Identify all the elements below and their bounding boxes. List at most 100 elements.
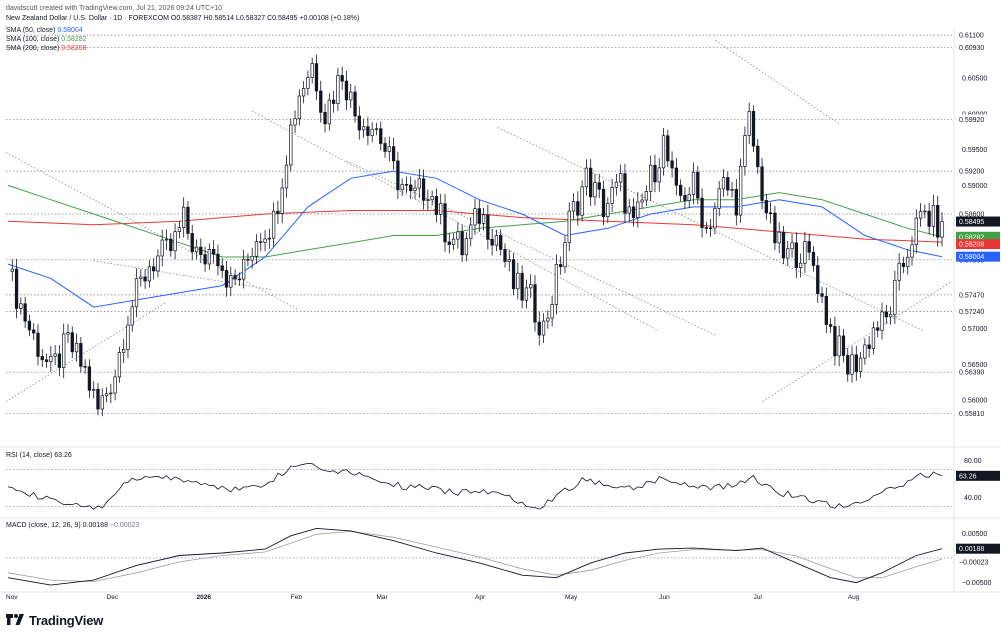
- candle[interactable]: [233, 269, 237, 286]
- candle[interactable]: [726, 171, 730, 196]
- candle[interactable]: [396, 151, 400, 199]
- candle[interactable]: [434, 188, 439, 223]
- candle[interactable]: [44, 353, 49, 368]
- candle[interactable]: [143, 269, 147, 289]
- candle[interactable]: [327, 93, 331, 131]
- candle[interactable]: [319, 80, 323, 123]
- candle[interactable]: [768, 202, 773, 224]
- candle[interactable]: [40, 349, 44, 368]
- candle[interactable]: [310, 57, 314, 84]
- candle[interactable]: [57, 345, 62, 377]
- candle[interactable]: [704, 221, 709, 234]
- candle[interactable]: [803, 231, 807, 273]
- candle[interactable]: [323, 103, 327, 133]
- candle[interactable]: [53, 345, 57, 366]
- candle[interactable]: [443, 193, 447, 252]
- candle[interactable]: [738, 158, 743, 223]
- candle[interactable]: [880, 302, 884, 340]
- candle[interactable]: [499, 229, 503, 256]
- candle[interactable]: [293, 110, 297, 134]
- candle[interactable]: [537, 311, 541, 346]
- candle[interactable]: [743, 126, 747, 176]
- candle[interactable]: [220, 258, 224, 279]
- candle[interactable]: [421, 169, 426, 210]
- candle[interactable]: [696, 166, 700, 205]
- candle[interactable]: [361, 118, 366, 138]
- candle[interactable]: [713, 202, 717, 235]
- candle[interactable]: [379, 121, 383, 151]
- candle[interactable]: [533, 275, 537, 332]
- legend-sma200[interactable]: SMA (200, close) 0.58208: [6, 44, 87, 53]
- candle[interactable]: [383, 137, 387, 158]
- candle[interactable]: [589, 158, 593, 207]
- candle[interactable]: [263, 230, 267, 252]
- candle[interactable]: [691, 162, 696, 205]
- candle[interactable]: [254, 234, 259, 264]
- candle[interactable]: [237, 272, 242, 286]
- candle[interactable]: [644, 185, 649, 206]
- candle[interactable]: [567, 202, 571, 252]
- candle[interactable]: [846, 347, 850, 382]
- candle[interactable]: [366, 117, 370, 146]
- candle[interactable]: [387, 136, 391, 162]
- candle[interactable]: [854, 345, 858, 381]
- candle[interactable]: [559, 256, 563, 275]
- candle[interactable]: [884, 304, 888, 324]
- candle[interactable]: [199, 238, 203, 264]
- candle[interactable]: [529, 274, 533, 299]
- candle[interactable]: [914, 209, 918, 254]
- legend-sma50[interactable]: SMA (50, close) 0.58004: [6, 26, 83, 35]
- candle[interactable]: [794, 232, 798, 279]
- candle[interactable]: [211, 240, 216, 264]
- candle[interactable]: [164, 229, 169, 250]
- candle[interactable]: [524, 279, 529, 309]
- candle[interactable]: [139, 269, 143, 287]
- candle[interactable]: [657, 158, 661, 192]
- candle[interactable]: [940, 212, 944, 247]
- candle[interactable]: [936, 195, 940, 247]
- candle[interactable]: [606, 197, 610, 223]
- candle[interactable]: [734, 179, 739, 226]
- candle[interactable]: [229, 266, 233, 296]
- candle[interactable]: [687, 187, 691, 208]
- candle[interactable]: [820, 286, 824, 304]
- candle[interactable]: [747, 102, 751, 145]
- candle[interactable]: [541, 313, 546, 344]
- candle[interactable]: [267, 228, 272, 249]
- candle[interactable]: [464, 232, 469, 262]
- candle[interactable]: [670, 151, 674, 178]
- candle[interactable]: [888, 306, 893, 325]
- candle[interactable]: [182, 197, 186, 238]
- candle[interactable]: [876, 320, 880, 338]
- candle[interactable]: [678, 179, 683, 202]
- candle[interactable]: [126, 316, 130, 359]
- candle[interactable]: [203, 246, 207, 272]
- candle[interactable]: [460, 224, 464, 263]
- candle[interactable]: [863, 338, 867, 365]
- candle[interactable]: [156, 249, 160, 278]
- candle[interactable]: [631, 197, 636, 227]
- candle[interactable]: [828, 318, 833, 333]
- candle[interactable]: [62, 323, 66, 378]
- candle[interactable]: [494, 229, 499, 251]
- candle[interactable]: [571, 193, 576, 220]
- candle[interactable]: [520, 265, 524, 309]
- candle[interactable]: [276, 200, 280, 224]
- candle[interactable]: [246, 253, 250, 267]
- candle[interactable]: [546, 310, 550, 329]
- candle[interactable]: [306, 70, 310, 96]
- candle[interactable]: [554, 254, 559, 315]
- candle[interactable]: [331, 91, 336, 113]
- candle[interactable]: [833, 316, 837, 366]
- candle[interactable]: [36, 324, 40, 366]
- candle[interactable]: [169, 233, 173, 257]
- candle[interactable]: [173, 223, 177, 260]
- candle[interactable]: [357, 106, 361, 140]
- candle[interactable]: [456, 222, 460, 249]
- candle[interactable]: [130, 300, 134, 332]
- candle[interactable]: [811, 246, 816, 272]
- candle[interactable]: [117, 346, 122, 383]
- candle[interactable]: [439, 193, 443, 225]
- candle[interactable]: [503, 243, 507, 268]
